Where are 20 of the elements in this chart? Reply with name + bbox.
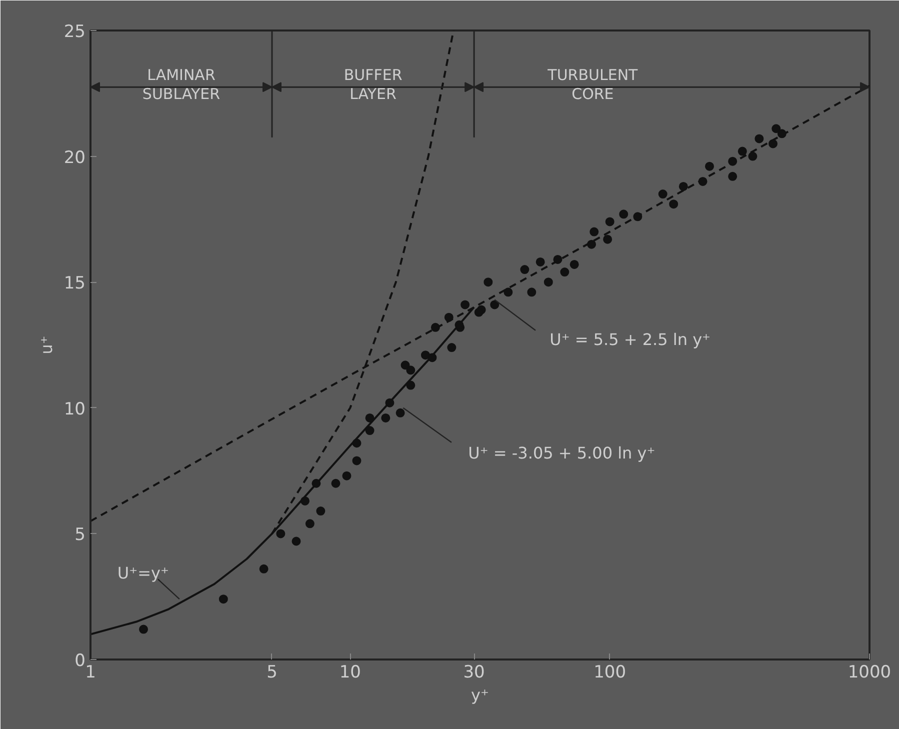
x-tick-label: 1: [85, 662, 96, 682]
x-tick-label: 10: [339, 662, 361, 682]
annotation: LAMINAR SUBLAYER: [142, 66, 220, 104]
y-tick-label: 20: [64, 148, 86, 168]
annotation: U⁺ = 5.5 + 2.5 ln y⁺: [550, 330, 710, 350]
annotation: TURBULENT CORE: [546, 66, 639, 104]
y-tick-label: 5: [74, 525, 86, 546]
x-tick-label: 30: [463, 662, 485, 682]
y-axis-title: u⁺: [36, 336, 56, 354]
annotation: BUFFER LAYER: [344, 66, 402, 104]
y-tick-label: 25: [64, 22, 86, 42]
x-tick-label: 100: [594, 662, 626, 682]
annotation: U⁺=y⁺: [117, 564, 169, 583]
y-tick-label: 10: [64, 399, 86, 420]
x-tick-label: 5: [266, 662, 278, 682]
x-tick-label: 1000: [848, 662, 892, 682]
x-axis-title: y⁺: [471, 686, 489, 704]
y-tick-label: 0: [74, 651, 86, 671]
annotation: U⁺ = -3.05 + 5.00 ln y⁺: [468, 443, 656, 462]
y-tick-label: 15: [64, 274, 86, 294]
